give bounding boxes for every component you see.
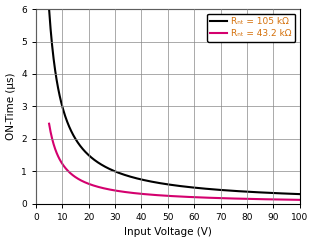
Rₙₜ = 105 kΩ xyxy=(183,185,187,188)
Rₙₜ = 105 kΩ xyxy=(166,183,170,186)
Rₙₜ = 105 kΩ xyxy=(298,193,302,196)
Rₙₜ = 43.2 kΩ xyxy=(168,194,171,197)
Rₙₜ = 43.2 kΩ xyxy=(292,198,296,201)
Legend: Rₙₜ = 105 kΩ, Rₙₜ = 43.2 kΩ: Rₙₜ = 105 kΩ, Rₙₜ = 43.2 kΩ xyxy=(207,14,295,42)
Rₙₜ = 105 kΩ xyxy=(47,8,51,10)
Line: Rₙₜ = 105 kΩ: Rₙₜ = 105 kΩ xyxy=(49,9,300,194)
Rₙₜ = 105 kΩ xyxy=(168,183,171,186)
X-axis label: Input Voltage (V): Input Voltage (V) xyxy=(124,227,212,237)
Rₙₜ = 43.2 kΩ xyxy=(183,195,187,198)
Rₙₜ = 105 kΩ xyxy=(292,192,296,195)
Rₙₜ = 43.2 kΩ xyxy=(253,198,257,200)
Rₙₜ = 43.2 kΩ xyxy=(298,198,302,201)
Rₙₜ = 43.2 kΩ xyxy=(166,194,170,197)
Rₙₜ = 105 kΩ xyxy=(253,191,257,194)
Line: Rₙₜ = 43.2 kΩ: Rₙₜ = 43.2 kΩ xyxy=(49,124,300,200)
Rₙₜ = 43.2 kΩ xyxy=(47,122,51,125)
Rₙₜ = 43.2 kΩ xyxy=(197,196,200,199)
Y-axis label: ON-Time (μs): ON-Time (μs) xyxy=(6,73,16,140)
Rₙₜ = 105 kΩ xyxy=(197,187,200,190)
